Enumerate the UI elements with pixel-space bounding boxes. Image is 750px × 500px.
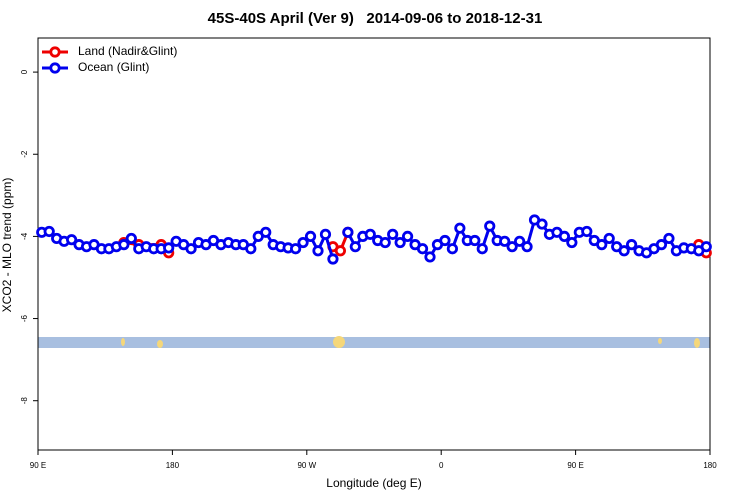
- point: [521, 241, 533, 253]
- legend-marker: [49, 62, 61, 74]
- point: [289, 243, 302, 255]
- point: [387, 228, 399, 240]
- y-tick-label: 0: [20, 69, 29, 74]
- point: [312, 245, 324, 257]
- point: [260, 226, 272, 238]
- x-axis-label: Longitude (deg E): [326, 476, 421, 490]
- point: [245, 243, 257, 255]
- point: [625, 239, 638, 251]
- point: [469, 234, 481, 247]
- point: [163, 242, 175, 254]
- y-tick-label: -4: [20, 232, 29, 240]
- point: [319, 228, 332, 240]
- point: [566, 236, 578, 249]
- point: [618, 245, 630, 257]
- x-tick-label: 180: [166, 461, 180, 470]
- point: [603, 232, 615, 245]
- point: [349, 241, 361, 253]
- legend-marker: [49, 46, 61, 58]
- point: [118, 239, 130, 251]
- point: [297, 236, 309, 249]
- y-tick-label: -2: [20, 150, 29, 158]
- point: [454, 222, 466, 234]
- land-patch: [694, 338, 700, 348]
- ocean-strip: [38, 337, 710, 348]
- x-tick-label: 0: [439, 461, 444, 470]
- point: [125, 232, 137, 245]
- surface-strip: [38, 336, 710, 348]
- point: [394, 236, 406, 249]
- point: [700, 241, 712, 253]
- legend-label: Ocean (Glint): [78, 60, 149, 74]
- point: [558, 230, 571, 243]
- point: [663, 232, 675, 245]
- point: [185, 243, 197, 255]
- point: [43, 225, 55, 238]
- point: [506, 241, 518, 253]
- point: [424, 251, 436, 263]
- point: [581, 225, 593, 238]
- x-tick-label: 90 E: [30, 461, 46, 470]
- point: [513, 235, 526, 247]
- point: [401, 230, 414, 243]
- point: [446, 243, 458, 255]
- land-patch: [157, 340, 163, 348]
- y-tick-label: -6: [20, 314, 29, 322]
- point: [655, 239, 668, 251]
- land-patch: [121, 338, 125, 346]
- point: [304, 230, 317, 243]
- point: [379, 236, 391, 249]
- x-tick-label: 90 W: [297, 461, 316, 470]
- x-tick-label: 180: [703, 461, 717, 470]
- point: [476, 243, 488, 255]
- y-axis-label: XCO2 - MLO trend (ppm): [0, 178, 14, 313]
- x-tick-label: 90 E: [567, 461, 583, 470]
- legend-label: Land (Nadir&Glint): [78, 44, 177, 58]
- land-patch: [658, 338, 662, 344]
- point: [536, 218, 548, 230]
- y-tick-label: -8: [20, 397, 29, 405]
- point: [499, 235, 511, 247]
- point: [342, 226, 354, 238]
- point: [439, 234, 451, 247]
- point: [334, 245, 346, 257]
- point: [416, 243, 429, 255]
- point: [364, 228, 376, 240]
- point: [596, 239, 608, 251]
- point: [327, 253, 339, 265]
- point: [66, 234, 78, 246]
- land-patch: [333, 336, 345, 348]
- point: [484, 220, 496, 232]
- chart-title: 45S-40S April (Ver 9) 2014-09-06 to 2018…: [208, 10, 543, 27]
